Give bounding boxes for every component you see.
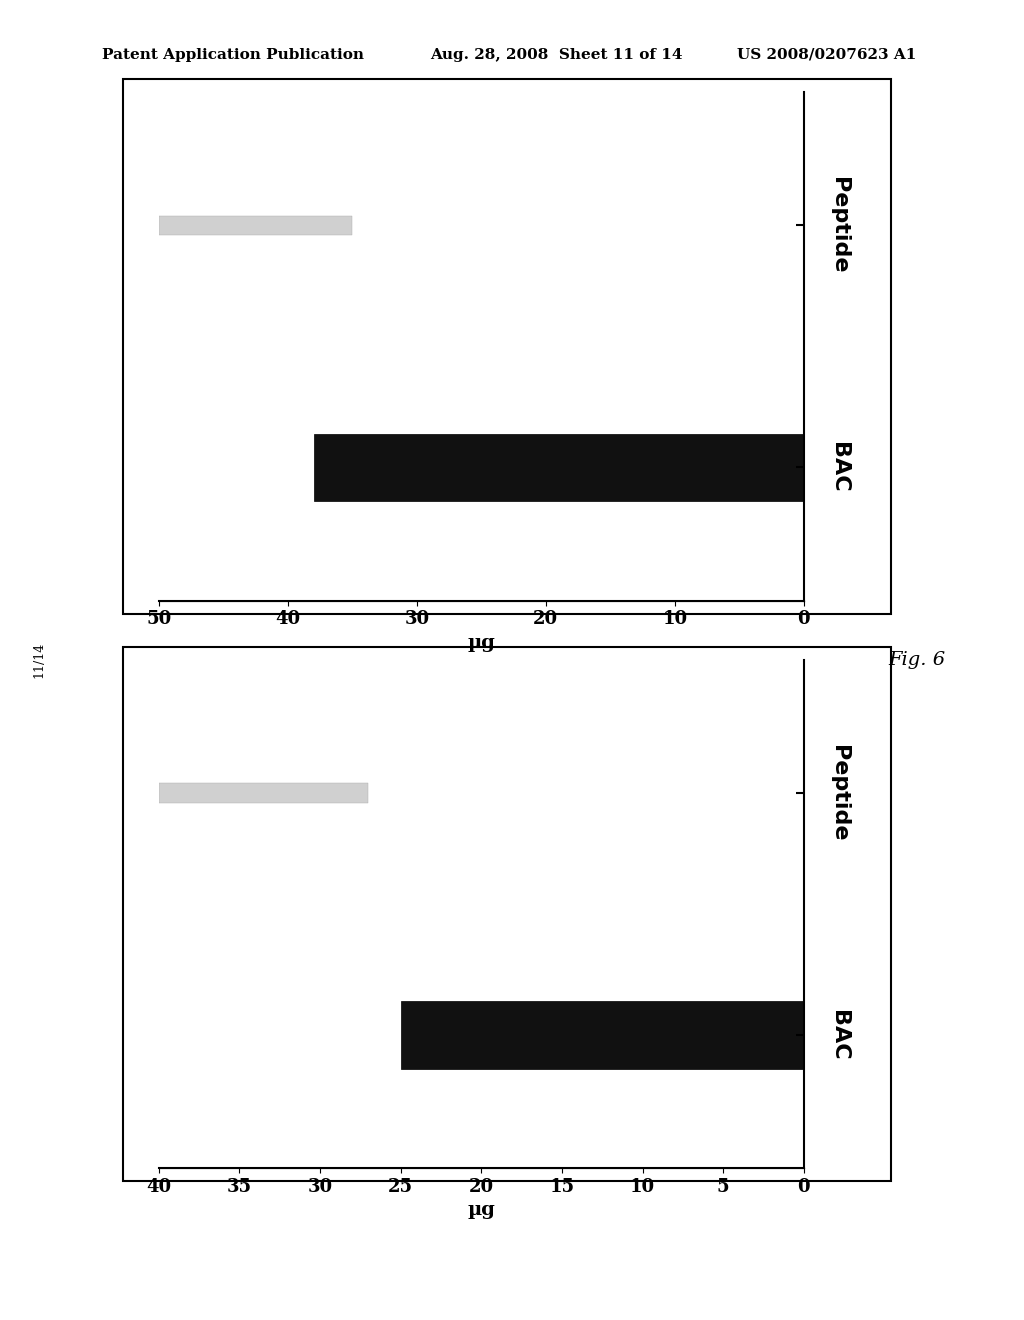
Bar (313, 433, 804, 502)
Bar (159, 784, 369, 803)
Text: Peptide: Peptide (829, 177, 850, 273)
Text: BAC: BAC (829, 1010, 850, 1060)
X-axis label: µg: µg (467, 1201, 496, 1220)
X-axis label: µg: µg (467, 634, 496, 652)
Text: Fig. 6: Fig. 6 (888, 651, 945, 669)
Text: 11/14: 11/14 (33, 642, 45, 678)
Text: US 2008/0207623 A1: US 2008/0207623 A1 (737, 48, 916, 62)
Text: BAC: BAC (829, 442, 850, 492)
Text: Peptide: Peptide (829, 744, 850, 841)
Text: Aug. 28, 2008  Sheet 11 of 14: Aug. 28, 2008 Sheet 11 of 14 (430, 48, 683, 62)
Text: Patent Application Publication: Patent Application Publication (102, 48, 365, 62)
Bar (400, 1001, 804, 1069)
Bar (159, 215, 352, 235)
